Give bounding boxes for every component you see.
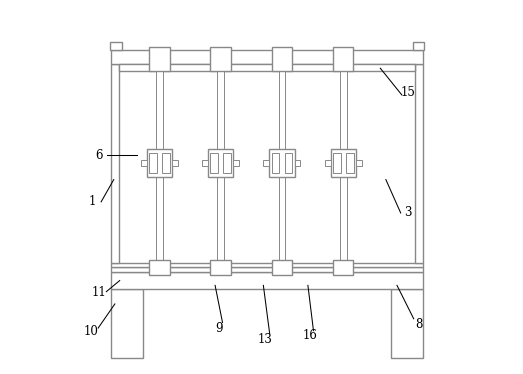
- Bar: [264, 160, 269, 166]
- Text: 15: 15: [401, 86, 416, 99]
- Bar: [210, 153, 218, 172]
- Bar: [333, 153, 340, 172]
- Bar: [162, 153, 170, 172]
- Bar: [279, 64, 285, 263]
- Bar: [149, 260, 169, 275]
- Bar: [210, 47, 231, 71]
- Bar: [218, 64, 224, 263]
- Bar: [111, 263, 423, 267]
- Text: 3: 3: [404, 206, 412, 220]
- Bar: [119, 64, 415, 71]
- Bar: [111, 50, 423, 64]
- Bar: [285, 153, 292, 172]
- Bar: [223, 153, 231, 172]
- Bar: [147, 149, 172, 177]
- Bar: [233, 160, 239, 166]
- Text: 10: 10: [83, 325, 98, 338]
- Text: 8: 8: [416, 318, 423, 331]
- Bar: [269, 149, 294, 177]
- Bar: [331, 149, 356, 177]
- Text: 6: 6: [95, 149, 103, 162]
- Text: 9: 9: [215, 322, 223, 335]
- Bar: [210, 260, 231, 275]
- Bar: [141, 160, 147, 166]
- Bar: [325, 160, 331, 166]
- Bar: [333, 47, 354, 71]
- Bar: [208, 149, 233, 177]
- Bar: [391, 289, 423, 358]
- Bar: [333, 260, 354, 275]
- Bar: [111, 64, 119, 263]
- Bar: [272, 47, 292, 71]
- Bar: [172, 160, 178, 166]
- Bar: [156, 64, 163, 263]
- Bar: [111, 289, 143, 358]
- Bar: [340, 64, 347, 263]
- Bar: [202, 160, 208, 166]
- Text: 13: 13: [258, 333, 272, 346]
- Bar: [415, 64, 423, 263]
- Bar: [294, 160, 301, 166]
- Bar: [272, 260, 292, 275]
- Bar: [413, 42, 424, 50]
- Bar: [346, 153, 354, 172]
- Text: 11: 11: [92, 286, 106, 299]
- Bar: [111, 267, 423, 272]
- Text: 1: 1: [89, 195, 96, 208]
- Bar: [356, 160, 362, 166]
- Bar: [271, 153, 279, 172]
- Text: 16: 16: [302, 329, 317, 342]
- Bar: [110, 42, 121, 50]
- Bar: [111, 272, 423, 289]
- Bar: [149, 47, 169, 71]
- Bar: [149, 153, 157, 172]
